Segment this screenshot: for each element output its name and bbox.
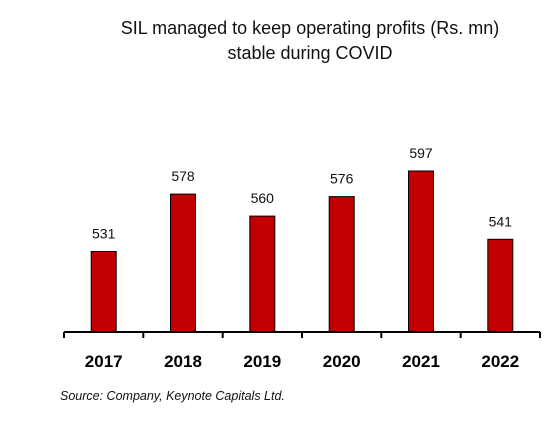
data-label-2022: 541 <box>489 213 513 229</box>
bar-2017 <box>90 251 117 333</box>
tick-label-2019: 2019 <box>243 352 281 371</box>
data-label-2017: 531 <box>92 226 116 242</box>
x-axis: 2017 2018 2019 2020 2021 2022 <box>63 331 541 371</box>
data-labels-group: 531 578 560 576 597 541 <box>92 145 512 242</box>
tick-label-2018: 2018 <box>164 352 202 371</box>
bar-2019 <box>249 215 276 333</box>
tick-label-2017: 2017 <box>85 352 123 371</box>
data-label-2019: 560 <box>251 190 275 206</box>
tick-label-2021: 2021 <box>402 352 440 371</box>
bar-2018 <box>170 193 196 333</box>
source-note: Source: Company, Keynote Capitals Ltd. <box>60 389 285 403</box>
bar-2020 <box>328 196 355 333</box>
chart-title-line-1: SIL managed to keep operating profits (R… <box>120 18 500 38</box>
data-label-2020: 576 <box>330 171 354 187</box>
chart-title: SIL managed to keep operating profits (R… <box>70 16 550 66</box>
bars-group <box>90 170 514 333</box>
tick-label-2020: 2020 <box>323 352 361 371</box>
chart-title-line-2: stable during COVID <box>227 43 393 63</box>
tick-label-2022: 2022 <box>481 352 519 371</box>
data-label-2018: 578 <box>171 168 195 184</box>
data-label-2021: 597 <box>409 145 433 161</box>
bar-2022 <box>487 238 514 333</box>
bar-2021 <box>408 170 434 333</box>
